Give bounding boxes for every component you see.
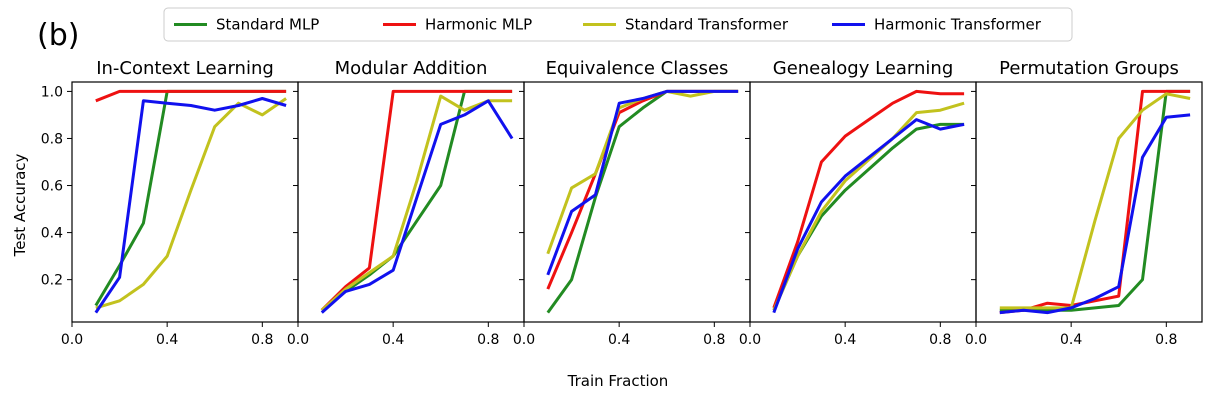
series-line xyxy=(546,89,739,276)
x-tick-label: 0.4 xyxy=(834,332,856,348)
x-tick-label: 0.8 xyxy=(251,332,273,348)
y-tick-label: 0.4 xyxy=(41,226,63,242)
axes-frame xyxy=(975,81,1203,323)
x-tick-label: 0.0 xyxy=(513,332,535,348)
series-line xyxy=(999,92,1191,310)
x-tick-label: 0.0 xyxy=(739,332,761,348)
panel-title: Genealogy Learning xyxy=(773,58,954,79)
panel-title: Equivalence Classes xyxy=(546,58,729,79)
legend-label: Harmonic Transformer xyxy=(874,16,1042,34)
series-line xyxy=(546,89,739,255)
x-tick-label: 0.0 xyxy=(61,332,83,348)
shared-x-axis-label: Train Fraction xyxy=(567,372,669,390)
chart-panel: In-Context Learning 0.0 0.4 0.8 0.2 0.4 0.6 0.8… xyxy=(41,58,299,348)
y-tick-label: 0.6 xyxy=(41,179,63,195)
x-tick-label: 0.4 xyxy=(1060,332,1082,348)
series-line xyxy=(320,89,513,312)
panel-title: Modular Addition xyxy=(335,58,488,79)
x-tick-label: 0.8 xyxy=(1155,332,1177,348)
shared-y-axis-label: Test Accuracy xyxy=(11,153,29,257)
y-tick-label: 0.8 xyxy=(41,131,63,147)
legend-entry: Standard Transformer xyxy=(583,16,789,34)
panel-label: (b) xyxy=(37,18,79,53)
series-line xyxy=(772,101,965,311)
legend-entry: Harmonic Transformer xyxy=(832,16,1042,34)
series-line xyxy=(320,94,513,312)
series-line xyxy=(546,89,739,314)
series-line xyxy=(320,99,514,314)
chart-panel: Genealogy Learning 0.0 0.4 0.8 xyxy=(739,58,977,348)
legend-box xyxy=(163,7,1073,42)
series-line xyxy=(94,97,287,314)
legend-label: Harmonic MLP xyxy=(425,16,532,34)
series-line xyxy=(999,113,1191,315)
legend-entry: Harmonic MLP xyxy=(383,16,532,34)
series-line xyxy=(95,97,287,310)
x-tick-label: 0.8 xyxy=(477,332,499,348)
y-tick-label: 0.2 xyxy=(41,273,63,289)
y-tick-label: 1.0 xyxy=(41,84,63,100)
legend-label: Standard MLP xyxy=(216,16,319,34)
legend-entry: Standard MLP xyxy=(174,16,319,34)
x-tick-label: 0.8 xyxy=(929,332,951,348)
series-line xyxy=(772,122,965,311)
series-line xyxy=(95,89,287,103)
legend-label: Standard Transformer xyxy=(625,16,789,34)
axes-frame xyxy=(523,81,751,323)
series-line xyxy=(772,89,965,309)
x-tick-label: 0.0 xyxy=(965,332,987,348)
panel-title: In-Context Learning xyxy=(96,58,274,79)
x-tick-label: 0.4 xyxy=(608,332,630,348)
x-tick-label: 0.4 xyxy=(156,332,178,348)
series-line xyxy=(94,89,287,307)
panel-title: Permutation Groups xyxy=(999,58,1179,79)
x-tick-label: 0.0 xyxy=(287,332,309,348)
chart-panel: Equivalence Classes 0.0 0.4 0.8 xyxy=(513,58,751,348)
chart-panel: Permutation Groups 0.0 0.4 0.8 xyxy=(965,58,1203,348)
x-tick-label: 0.4 xyxy=(382,332,404,348)
series-line xyxy=(772,118,965,314)
chart-panel: Modular Addition 0.0 0.4 0.8 xyxy=(287,58,525,348)
x-tick-label: 0.8 xyxy=(703,332,725,348)
